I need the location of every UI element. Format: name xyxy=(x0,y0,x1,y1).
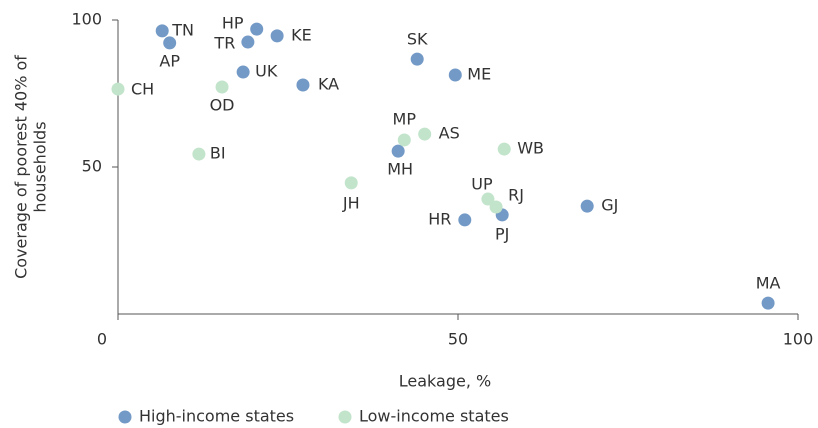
point-label: UK xyxy=(255,62,278,81)
point xyxy=(192,147,206,161)
point xyxy=(155,24,169,38)
point xyxy=(489,200,503,214)
point-label: BI xyxy=(210,144,226,163)
point xyxy=(761,296,775,310)
point-label: UP xyxy=(471,175,493,194)
point-label: GJ xyxy=(601,196,618,215)
point xyxy=(215,80,229,94)
legend-label: Low-income states xyxy=(359,407,509,426)
y-axis-label: households xyxy=(31,121,50,212)
point xyxy=(418,127,432,141)
point xyxy=(458,213,472,227)
point xyxy=(448,68,462,82)
point xyxy=(163,36,177,50)
x-tick-label: 0 xyxy=(97,330,107,349)
point-label: KE xyxy=(291,25,312,44)
y-tick-label: 50 xyxy=(82,157,102,176)
point-label: SK xyxy=(407,30,428,49)
point-label: RJ xyxy=(508,185,524,204)
point xyxy=(111,82,125,96)
point xyxy=(344,176,358,190)
legend-marker xyxy=(118,410,132,424)
point-label: PJ xyxy=(495,224,509,243)
point-label: JH xyxy=(342,193,360,212)
point-label: TN xyxy=(171,20,194,39)
point xyxy=(250,22,264,36)
point xyxy=(391,144,405,158)
point-label: TR xyxy=(213,34,235,53)
point-label: MH xyxy=(387,160,413,179)
point-label: AP xyxy=(159,51,180,70)
point-label: MP xyxy=(393,109,417,128)
point xyxy=(270,29,284,43)
point xyxy=(397,133,411,147)
y-axis-label: Coverage of poorest 40% of xyxy=(12,55,31,279)
point-label: ME xyxy=(467,64,491,83)
x-tick-label: 100 xyxy=(783,330,814,349)
point-label: HR xyxy=(428,209,451,228)
legend-marker xyxy=(338,410,352,424)
x-axis-label: Leakage, % xyxy=(399,372,491,391)
point-label: WB xyxy=(517,139,544,158)
point-label: MA xyxy=(756,274,781,293)
point-label: CH xyxy=(131,80,154,99)
point xyxy=(241,35,255,49)
point xyxy=(481,192,495,206)
point-label: HP xyxy=(222,14,244,33)
point xyxy=(410,52,424,66)
point-label: KA xyxy=(318,74,339,93)
point-label: OD xyxy=(210,96,235,115)
y-tick-label: 100 xyxy=(71,10,102,29)
point xyxy=(580,199,594,213)
point-label: AS xyxy=(439,124,460,143)
x-tick-label: 50 xyxy=(448,330,468,349)
point xyxy=(236,65,250,79)
point xyxy=(296,78,310,92)
legend-label: High-income states xyxy=(139,407,294,426)
point xyxy=(497,142,511,156)
